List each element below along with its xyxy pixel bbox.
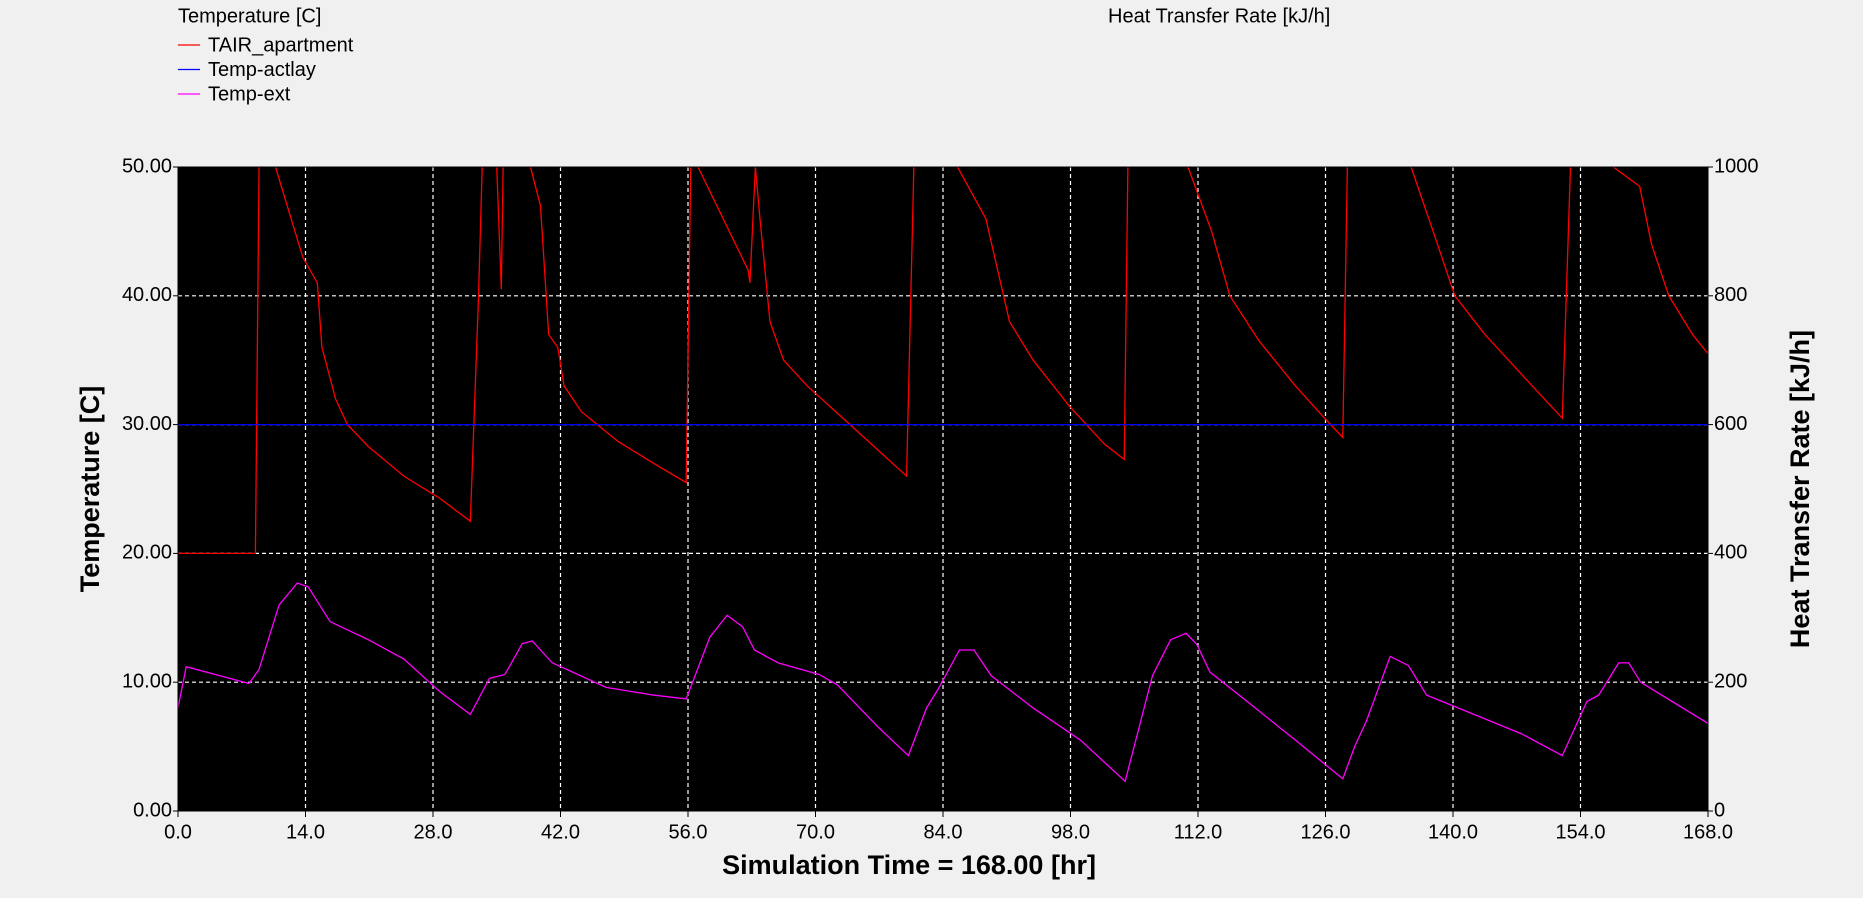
series-line [178,167,1708,555]
y-tick-label: 30.00 [122,413,172,435]
x-tick-label: 56.0 [669,821,708,843]
y-tick-label: 10.00 [122,670,172,692]
y2-tick-label: 200 [1714,670,1747,692]
x-tick-label: 70.0 [796,821,835,843]
legend-label: Temp-actlay [208,59,316,81]
y-tick-label: 40.00 [122,284,172,306]
y2-tick-label: 0 [1714,799,1725,821]
plot-lines [178,167,1708,783]
y-tick-label: 20.00 [122,542,172,564]
plot-border [177,166,1709,812]
y2-tick-label: 600 [1714,413,1747,435]
x-tick-label: 140.0 [1428,821,1478,843]
x-tick-label: 42.0 [541,821,580,843]
y2-legend-title: Heat Transfer Rate [kJ/h] [1108,5,1330,27]
legend-title: Temperature [C] [178,5,321,27]
y2-tick-label: 800 [1714,284,1747,306]
y-tick-label: 50.00 [122,155,172,177]
y2-axis-label: Heat Transfer Rate [kJ/h] [1785,330,1815,648]
legend-label: Temp-ext [208,83,291,105]
y2-tick-label: 400 [1714,542,1747,564]
x-tick-label: 154.0 [1555,821,1605,843]
y2-tick-label: 1000 [1714,155,1759,177]
y-axis-label: Temperature [C] [75,386,105,593]
x-tick-label: 126.0 [1300,821,1350,843]
x-tick-label: 98.0 [1051,821,1090,843]
y-tick-label: 0.00 [133,799,172,821]
x-tick-label: 14.0 [286,821,325,843]
x-tick-label: 112.0 [1174,821,1223,843]
legend-label: TAIR_apartment [208,34,354,56]
x-tick-label: 168.0 [1683,821,1733,843]
x-axis-label: Simulation Time = 168.00 [hr] [722,850,1096,880]
x-tick-label: 84.0 [924,821,963,843]
x-tick-label: 0.0 [164,821,192,843]
series-line [178,582,1708,783]
x-tick-label: 28.0 [414,821,453,843]
